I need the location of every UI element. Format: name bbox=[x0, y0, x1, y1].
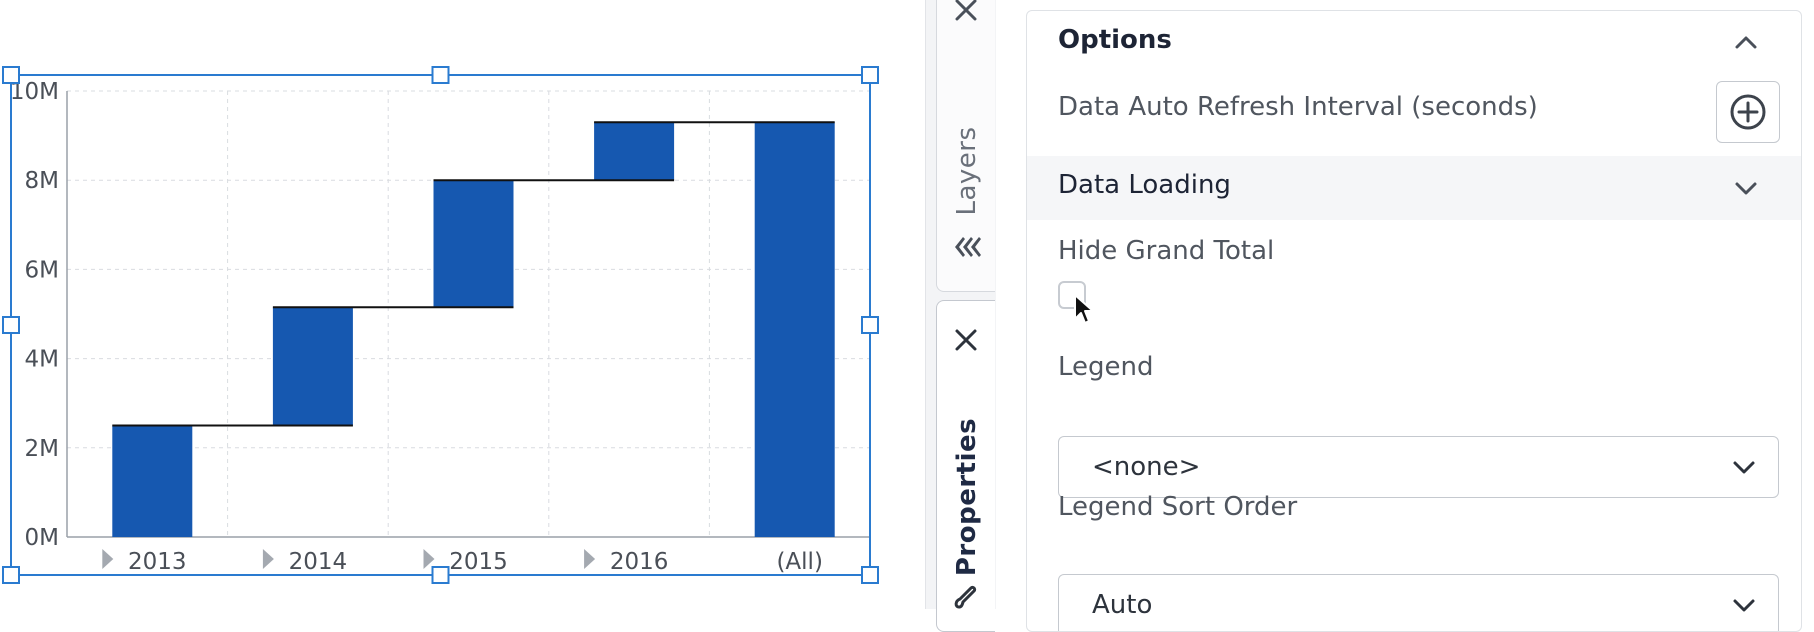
chart-area[interactable]: 0M 2M 4M 6M 8M 10M 2013 2014 2015 2016 (All) bbox=[0, 0, 900, 609]
x-tick-label: 2014 bbox=[289, 549, 348, 575]
chart-bars bbox=[112, 122, 835, 537]
close-layers-icon[interactable] bbox=[951, 0, 981, 25]
selection-frame[interactable] bbox=[2, 66, 879, 584]
legend-label: Legend bbox=[1058, 352, 1154, 382]
paint-brush-icon bbox=[954, 585, 977, 609]
tab-properties[interactable]: Properties bbox=[936, 300, 995, 632]
resize-handle[interactable] bbox=[861, 66, 879, 84]
expand-triangle-icon bbox=[102, 549, 114, 569]
resize-handle[interactable] bbox=[431, 566, 450, 584]
resize-handle[interactable] bbox=[431, 66, 450, 84]
chart-connectors bbox=[112, 121, 835, 427]
data-loading-title: Data Loading bbox=[1058, 170, 1231, 200]
legend-sort-order-label: Legend Sort Order bbox=[1058, 492, 1298, 522]
legend-select[interactable]: <none> bbox=[1058, 436, 1779, 498]
side-tab-strip: Layers Properties bbox=[925, 0, 996, 632]
resize-handle[interactable] bbox=[2, 566, 20, 584]
y-tick-label: 0M bbox=[25, 525, 59, 551]
tab-layers[interactable]: Layers bbox=[936, 0, 995, 292]
refresh-interval-label: Data Auto Refresh Interval (seconds) bbox=[1058, 92, 1538, 122]
layers-icon bbox=[955, 237, 981, 257]
chevron-down-icon bbox=[1733, 599, 1755, 612]
data-loading-section[interactable]: Data Loading bbox=[1027, 156, 1801, 220]
chevron-up-icon[interactable] bbox=[1732, 29, 1760, 57]
legend-sort-select-value: Auto bbox=[1092, 590, 1153, 620]
x-tick-label: (All) bbox=[776, 549, 822, 575]
x-tick-label: 2013 bbox=[128, 549, 187, 575]
expand-triangle-icon bbox=[423, 549, 435, 569]
resize-handle[interactable] bbox=[861, 316, 879, 334]
bar-2013 bbox=[112, 425, 193, 537]
resize-handle[interactable] bbox=[2, 316, 20, 334]
expand-triangle-icon bbox=[262, 549, 274, 569]
hide-grand-total-label: Hide Grand Total bbox=[1058, 236, 1275, 266]
bar-(All) bbox=[754, 122, 835, 537]
legend-sort-order-select[interactable]: Auto bbox=[1058, 574, 1779, 631]
bar-2015 bbox=[433, 180, 514, 308]
chart-axes bbox=[66, 91, 870, 538]
properties-tab-label: Properties bbox=[952, 417, 982, 577]
resize-handle[interactable] bbox=[861, 566, 879, 584]
y-tick-label: 6M bbox=[25, 257, 59, 283]
options-section-title[interactable]: Options bbox=[1058, 25, 1172, 55]
layers-tab-label: Layers bbox=[952, 126, 982, 216]
chevron-down-icon[interactable] bbox=[1732, 174, 1760, 202]
properties-panel: Options Data Auto Refresh Interval (seco… bbox=[1026, 10, 1802, 632]
y-tick-label: 4M bbox=[25, 347, 59, 373]
chevron-down-icon bbox=[1733, 461, 1755, 474]
y-tick-label: 8M bbox=[25, 168, 59, 194]
expand-triangle-icon bbox=[584, 549, 596, 569]
plus-circle-icon bbox=[1730, 94, 1766, 130]
add-refresh-interval-button[interactable] bbox=[1716, 81, 1780, 143]
legend-select-value: <none> bbox=[1092, 452, 1201, 482]
mouse-cursor-icon bbox=[1074, 294, 1094, 324]
bar-2016 bbox=[594, 122, 675, 181]
y-tick-label: 2M bbox=[25, 436, 59, 462]
close-properties-icon[interactable] bbox=[951, 325, 981, 355]
x-tick-label: 2016 bbox=[610, 549, 669, 575]
resize-handle[interactable] bbox=[2, 66, 20, 84]
bar-2014 bbox=[272, 307, 353, 426]
x-tick-label: 2015 bbox=[449, 549, 508, 575]
